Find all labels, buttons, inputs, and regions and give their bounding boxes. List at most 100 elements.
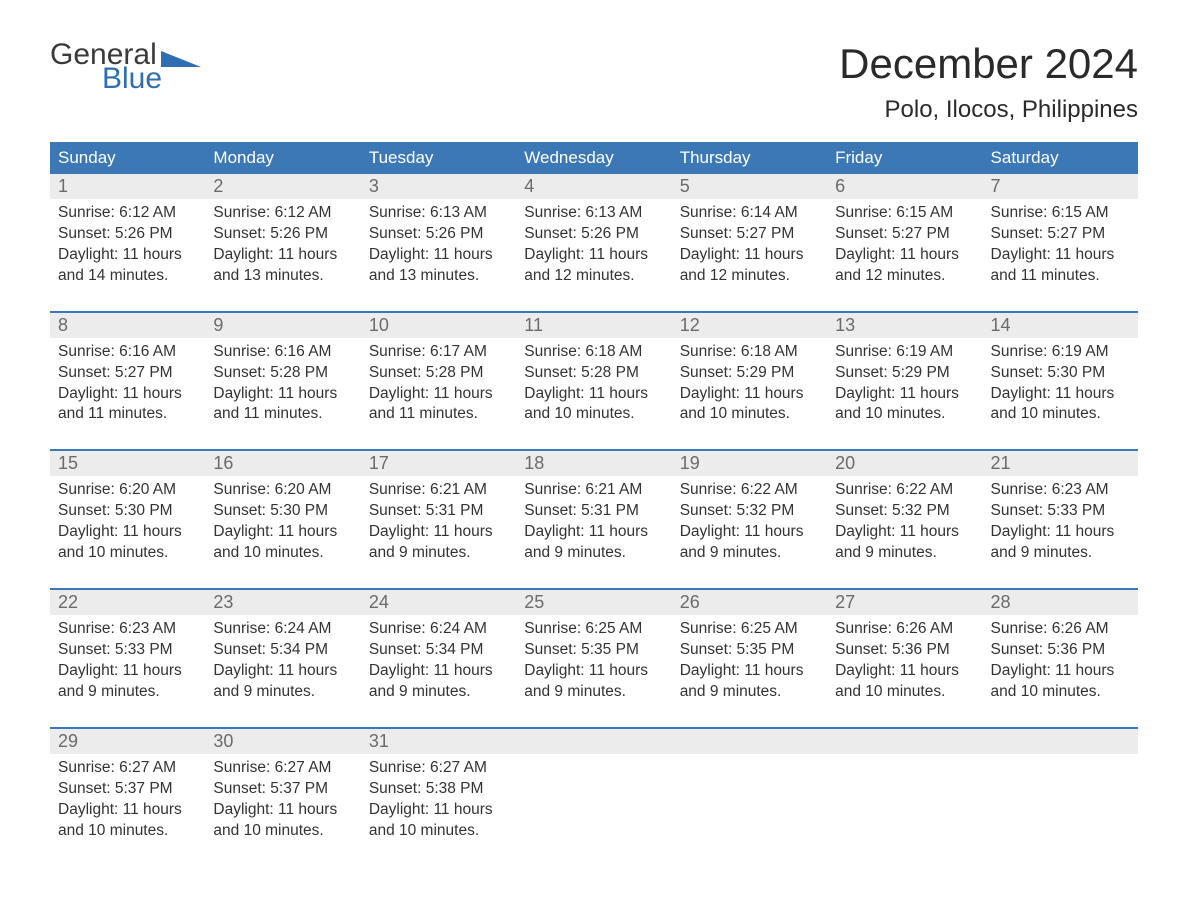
title-block: December 2024 Polo, Ilocos, Philippines (839, 40, 1138, 124)
sunrise-text: Sunrise: 6:17 AM (369, 342, 508, 363)
sunrise-text: Sunrise: 6:16 AM (213, 342, 352, 363)
day-header: Saturday (983, 142, 1138, 174)
day-detail-cell: Sunrise: 6:14 AMSunset: 5:27 PMDaylight:… (672, 199, 827, 312)
sunrise-text: Sunrise: 6:12 AM (213, 203, 352, 224)
sunrise-text: Sunrise: 6:16 AM (58, 342, 197, 363)
day-number-cell: 22 (50, 590, 205, 615)
daylight-text: Daylight: 11 hours and 12 minutes. (835, 245, 974, 287)
sunset-text: Sunset: 5:29 PM (680, 363, 819, 384)
sunrise-text: Sunrise: 6:13 AM (369, 203, 508, 224)
sunrise-text: Sunrise: 6:15 AM (835, 203, 974, 224)
day-number-cell: 20 (827, 451, 982, 476)
day-detail-row: Sunrise: 6:16 AMSunset: 5:27 PMDaylight:… (50, 338, 1138, 451)
sunset-text: Sunset: 5:27 PM (680, 224, 819, 245)
day-detail-row: Sunrise: 6:20 AMSunset: 5:30 PM Daylight:… (50, 476, 1138, 589)
sunrise-text: Sunrise: 6:27 AM (213, 758, 352, 779)
calendar-table: SundayMondayTuesdayWednesdayThursdayFrid… (50, 142, 1138, 865)
day-detail-cell: Sunrise: 6:26 AMSunset: 5:36 PMDaylight:… (983, 615, 1138, 728)
day-detail-cell: Sunrise: 6:18 AMSunset: 5:29 PMDaylight:… (672, 338, 827, 451)
day-number-cell: 2 (205, 174, 360, 199)
sunset-text: Sunset: 5:30 PM (58, 501, 197, 522)
daylight-text: Daylight: 11 hours and 10 minutes. (213, 522, 352, 564)
daylight-text: Daylight: 11 hours and 10 minutes. (680, 384, 819, 426)
day-detail-cell: Sunrise: 6:27 AMSunset: 5:37 PMDaylight:… (50, 754, 205, 866)
sunset-text: Sunset: 5:26 PM (524, 224, 663, 245)
daylight-text: Daylight: 11 hours and 9 minutes. (369, 661, 508, 703)
day-number-cell: 28 (983, 590, 1138, 615)
day-header-row: SundayMondayTuesdayWednesdayThursdayFrid… (50, 142, 1138, 174)
sunrise-text: Sunrise: 6:27 AM (58, 758, 197, 779)
day-detail-cell: Sunrise: 6:25 AMSunset: 5:35 PMDaylight:… (672, 615, 827, 728)
sunrise-text: Sunrise: 6:24 AM (213, 619, 352, 640)
day-number-cell: 12 (672, 313, 827, 338)
day-detail-cell: Sunrise: 6:12 AMSunset: 5:26 PMDaylight:… (205, 199, 360, 312)
day-number-cell: 10 (361, 313, 516, 338)
day-number-cell: 11 (516, 313, 671, 338)
day-number-cell: 23 (205, 590, 360, 615)
day-number-cell: 6 (827, 174, 982, 199)
day-number-cell: 3 (361, 174, 516, 199)
sunset-text: Sunset: 5:27 PM (58, 363, 197, 384)
day-number-cell: 25 (516, 590, 671, 615)
day-number-cell: 1 (50, 174, 205, 199)
day-header: Friday (827, 142, 982, 174)
day-detail-cell (827, 754, 982, 866)
sunset-text: Sunset: 5:36 PM (835, 640, 974, 661)
sunset-text: Sunset: 5:28 PM (213, 363, 352, 384)
daylight-text: Daylight: 11 hours and 12 minutes. (524, 245, 663, 287)
sunrise-text: Sunrise: 6:23 AM (58, 619, 197, 640)
sunrise-text: Sunrise: 6:19 AM (835, 342, 974, 363)
day-detail-row: Sunrise: 6:23 AMSunset: 5:33 PM Daylight:… (50, 615, 1138, 728)
day-number-cell: 19 (672, 451, 827, 476)
sunrise-text: Sunrise: 6:12 AM (58, 203, 197, 224)
sunset-text: Sunset: 5:33 PM (58, 640, 197, 661)
day-detail-cell: Sunrise: 6:24 AMSunset: 5:34 PMDaylight:… (361, 615, 516, 728)
daylight-text: Daylight: 11 hours and 10 minutes. (58, 800, 197, 842)
day-number-cell: 16 (205, 451, 360, 476)
daylight-text: Daylight: 11 hours and 13 minutes. (369, 245, 508, 287)
day-detail-cell: Sunrise: 6:16 AMSunset: 5:28 PMDaylight:… (205, 338, 360, 451)
day-detail-cell: Sunrise: 6:26 AMSunset: 5:36 PMDaylight:… (827, 615, 982, 728)
day-detail-cell: Sunrise: 6:18 AMSunset: 5:28 PMDaylight:… (516, 338, 671, 451)
sunset-text: Sunset: 5:35 PM (680, 640, 819, 661)
sunset-text: Sunset: 5:32 PM (680, 501, 819, 522)
day-detail-cell: Sunrise: 6:13 AMSunset: 5:26 PMDaylight:… (361, 199, 516, 312)
day-detail-cell (983, 754, 1138, 866)
sunset-text: Sunset: 5:37 PM (58, 779, 197, 800)
day-number-cell: 7 (983, 174, 1138, 199)
sunrise-text: Sunrise: 6:14 AM (680, 203, 819, 224)
daylight-text: Daylight: 11 hours and 10 minutes. (213, 800, 352, 842)
sunset-text: Sunset: 5:38 PM (369, 779, 508, 800)
day-detail-cell: Sunrise: 6:20 AMSunset: 5:30 PMDaylight:… (205, 476, 360, 589)
day-detail-cell: Sunrise: 6:17 AMSunset: 5:28 PMDaylight:… (361, 338, 516, 451)
daylight-text: Daylight: 11 hours and 9 minutes. (680, 661, 819, 703)
sunset-text: Sunset: 5:30 PM (991, 363, 1130, 384)
month-title: December 2024 (839, 40, 1138, 88)
day-header: Thursday (672, 142, 827, 174)
daylight-text: Daylight: 11 hours and 14 minutes. (58, 245, 197, 287)
day-header: Wednesday (516, 142, 671, 174)
daylight-text: Daylight: 11 hours and 10 minutes. (524, 384, 663, 426)
sunrise-text: Sunrise: 6:18 AM (524, 342, 663, 363)
day-detail-cell: Sunrise: 6:23 AMSunset: 5:33 PMDaylight:… (50, 615, 205, 728)
daylight-text: Daylight: 11 hours and 10 minutes. (835, 661, 974, 703)
day-number-cell: 8 (50, 313, 205, 338)
sunset-text: Sunset: 5:37 PM (213, 779, 352, 800)
sunrise-text: Sunrise: 6:26 AM (991, 619, 1130, 640)
day-number-cell: 30 (205, 729, 360, 754)
day-number-cell: 29 (50, 729, 205, 754)
day-detail-cell: Sunrise: 6:27 AMSunset: 5:37 PMDaylight:… (205, 754, 360, 866)
day-detail-cell: Sunrise: 6:16 AMSunset: 5:27 PMDaylight:… (50, 338, 205, 451)
sunset-text: Sunset: 5:26 PM (213, 224, 352, 245)
day-detail-row: Sunrise: 6:27 AMSunset: 5:37 PMDaylight:… (50, 754, 1138, 866)
daylight-text: Daylight: 11 hours and 9 minutes. (213, 661, 352, 703)
logo: General Blue (50, 40, 201, 94)
day-detail-cell: Sunrise: 6:13 AMSunset: 5:26 PMDaylight:… (516, 199, 671, 312)
daylight-text: Daylight: 11 hours and 9 minutes. (680, 522, 819, 564)
sunrise-text: Sunrise: 6:20 AM (58, 480, 197, 501)
day-number-row: 1234567 (50, 174, 1138, 199)
day-number-cell: 4 (516, 174, 671, 199)
daylight-text: Daylight: 11 hours and 10 minutes. (835, 384, 974, 426)
sunrise-text: Sunrise: 6:25 AM (680, 619, 819, 640)
day-detail-cell: Sunrise: 6:27 AMSunset: 5:38 PMDaylight:… (361, 754, 516, 866)
